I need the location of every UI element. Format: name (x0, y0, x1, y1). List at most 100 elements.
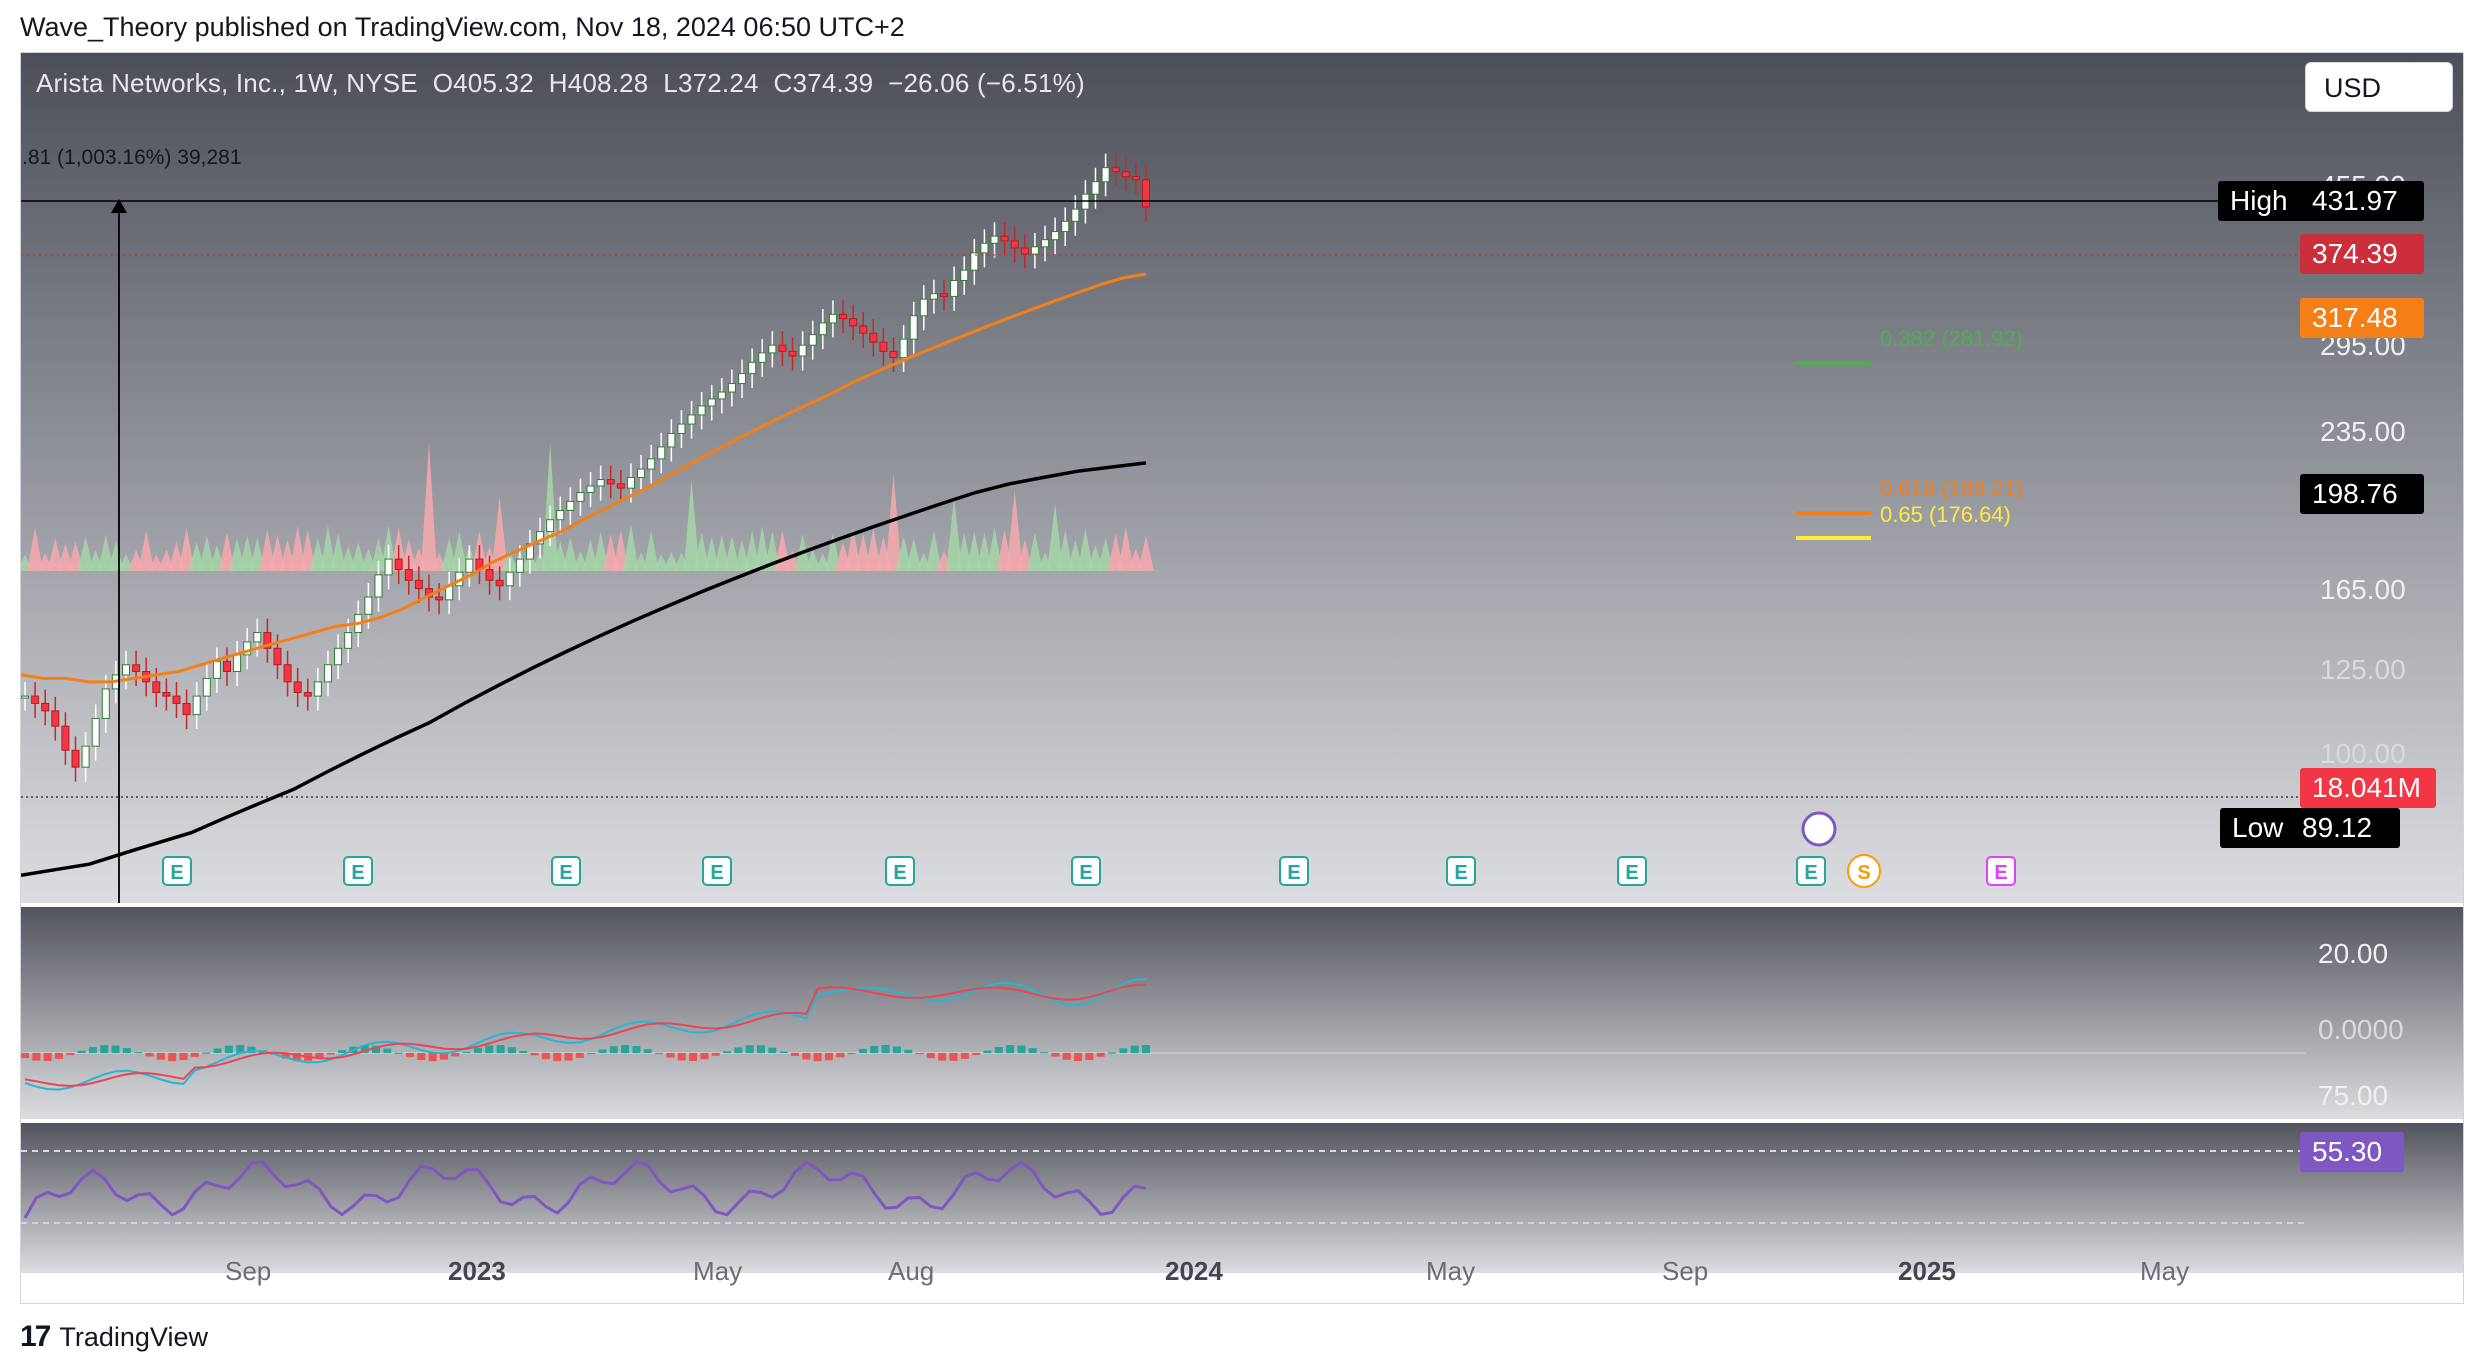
candle-body (768, 344, 777, 354)
candle-body (202, 677, 211, 697)
volume-bar (865, 527, 882, 571)
macd-histogram-bar (598, 1049, 607, 1053)
candle-body (414, 579, 423, 590)
volume-bar (1057, 530, 1074, 571)
candle-body (323, 664, 332, 683)
ma-slow-tag: 198.76 (2300, 474, 2424, 514)
candle-body (626, 476, 635, 489)
main-pane-bg (21, 53, 2463, 903)
macd-histogram-bar (813, 1053, 822, 1062)
macd-histogram-bar (643, 1049, 652, 1053)
macd-histogram-bar (881, 1044, 890, 1053)
macd-histogram-bar (609, 1046, 618, 1053)
candle-body (505, 571, 514, 587)
candle-body (546, 519, 555, 533)
earnings-icon-label: E (559, 862, 572, 884)
macd-histogram-bar (224, 1045, 233, 1053)
macd-pane-bg (21, 907, 2463, 1119)
macd-histogram-bar (1028, 1048, 1037, 1053)
macd-histogram-bar (156, 1053, 165, 1060)
earnings-icon-label: E (1287, 862, 1300, 884)
volume-bar (420, 442, 437, 571)
volume-bar (259, 529, 276, 571)
macd-histogram-bar (858, 1048, 867, 1053)
macd-histogram-bar (666, 1053, 675, 1058)
volume-bar (824, 533, 841, 571)
volume-bar (622, 523, 639, 571)
candle-body (586, 485, 595, 494)
candle-body (21, 695, 29, 699)
volume-bar (713, 534, 730, 571)
volume-bar (592, 531, 609, 571)
macd-histogram-bar (326, 1053, 335, 1055)
fib-level-label: 0.65 (176.64) (1880, 502, 2011, 527)
currency-button[interactable]: USD (2305, 62, 2453, 112)
candle-body (313, 681, 322, 697)
time-axis-label: Sep (225, 1256, 272, 1286)
macd-histogram-bar (21, 1053, 29, 1059)
earnings-icon (1617, 856, 1647, 886)
candle-body (950, 279, 959, 297)
candle-body (152, 681, 161, 693)
macd-histogram-bar (575, 1053, 584, 1058)
candle-body (182, 702, 191, 716)
low-value: L372.24 (663, 68, 759, 98)
time-axis-label: Aug (888, 1256, 935, 1286)
macd-histogram-bar (439, 1053, 448, 1060)
measure-label: .81 (1,003.16%) 39,281 (22, 146, 242, 169)
rsi-value-tag: 55.30 (2300, 1132, 2404, 1172)
candle-body (717, 391, 726, 400)
earnings-icon (551, 856, 581, 886)
tradingview-logo-icon: 17 (20, 1320, 51, 1353)
candle-body (101, 688, 110, 719)
volume-bar (138, 530, 155, 571)
volume-bar (1026, 532, 1043, 571)
candle-body (909, 315, 918, 340)
ma-200-line (21, 461, 1147, 878)
time-axis-label: 2024 (1165, 1256, 1223, 1286)
macd-histogram-bar (190, 1053, 199, 1057)
macd-histogram-bar (994, 1046, 1003, 1053)
split-icon (1847, 854, 1881, 888)
macd-histogram-bar (983, 1050, 992, 1053)
macd-histogram-bar (32, 1053, 41, 1061)
rsi-indicator (21, 1150, 2306, 1224)
candle-body (1041, 239, 1050, 248)
candle-body (374, 574, 383, 598)
candle-body (283, 664, 292, 683)
volume-bar (77, 536, 94, 571)
volume-bar (269, 534, 286, 571)
candle-body (344, 632, 353, 649)
macd-histogram-bar (1051, 1053, 1060, 1057)
macd-histogram-bar (734, 1047, 743, 1053)
macd-histogram-bar (66, 1053, 75, 1056)
rsi-line (23, 1159, 1147, 1219)
candle-body (384, 558, 393, 576)
open-value: O405.32 (432, 68, 534, 98)
candle-body (748, 361, 757, 375)
candle-body (980, 242, 989, 254)
volume-bar (330, 533, 347, 571)
macd-signal-line (24, 983, 1147, 1087)
volume-bar (754, 525, 771, 571)
earnings-icon (1071, 856, 1101, 886)
macd-histogram-bar (621, 1044, 630, 1053)
macd-histogram-bar (960, 1053, 969, 1059)
high-tag-label: High (2218, 181, 2322, 221)
candle-body (687, 414, 696, 425)
macd-histogram-bar (315, 1053, 324, 1059)
future-earnings-icon (1986, 856, 2016, 886)
earnings-icon (885, 856, 915, 886)
earnings-icon (343, 856, 373, 886)
earnings-icon-label: E (1454, 862, 1467, 884)
macd-histogram-bar (1074, 1053, 1083, 1062)
macd-histogram-bar (915, 1053, 924, 1055)
symbol-name: Arista Networks, Inc., 1W, NYSE (36, 68, 418, 98)
volume-bar (1077, 528, 1094, 571)
future-earnings-icon-label: E (1994, 862, 2007, 884)
volume-bar (27, 527, 44, 571)
rsi-pane-bg (21, 1123, 2463, 1273)
earnings-icon (1796, 856, 1826, 886)
